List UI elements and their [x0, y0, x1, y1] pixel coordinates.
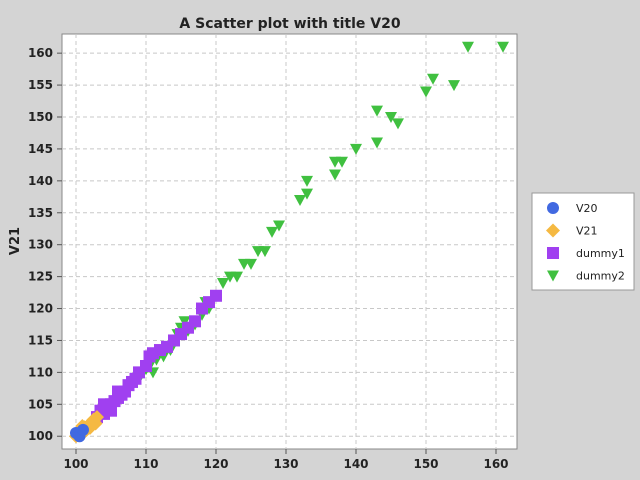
y-axis-ticks: 100 105 110 115 120 125 130 135 140 145 150 155 160 — [28, 46, 62, 443]
data-points — [69, 41, 509, 444]
legend-label-V21: V21 — [576, 225, 598, 238]
point-dummy2 — [273, 220, 285, 232]
y-tick-label: 135 — [28, 206, 53, 220]
y-tick-label: 110 — [28, 365, 53, 379]
point-dummy2 — [217, 278, 229, 289]
point-dummy1 — [140, 360, 152, 372]
legend-label-dummy2: dummy2 — [576, 270, 625, 283]
point-dummy2 — [301, 188, 313, 200]
legend-label-V20: V20 — [576, 202, 598, 215]
point-V21 — [90, 410, 104, 425]
x-axis-ticks: 100 110 120 130 140 150 160 — [63, 449, 509, 471]
x-tick-label: 160 — [483, 457, 508, 471]
legend-marker-dummy2 — [547, 270, 559, 282]
point-dummy2 — [301, 175, 313, 187]
y-tick-label: 120 — [28, 302, 53, 316]
x-tick-label: 120 — [203, 457, 228, 471]
point-dummy2 — [385, 112, 397, 123]
y-tick-label: 145 — [28, 142, 53, 156]
point-V20 — [77, 423, 89, 436]
x-tick-label: 140 — [343, 457, 368, 471]
legend-label-dummy1: dummy1 — [576, 247, 625, 260]
y-axis-label: V21 — [8, 227, 23, 255]
y-tick-label: 100 — [28, 429, 53, 443]
point-dummy2 — [294, 195, 306, 206]
point-dummy2 — [371, 137, 383, 149]
x-tick-label: 130 — [273, 457, 298, 471]
point-dummy1 — [210, 289, 222, 302]
point-dummy2 — [245, 258, 257, 270]
point-dummy1 — [189, 315, 201, 328]
point-dummy2 — [371, 105, 383, 117]
point-dummy2 — [497, 41, 509, 53]
point-dummy2 — [266, 226, 278, 238]
point-dummy2 — [392, 118, 404, 130]
y-tick-label: 160 — [28, 46, 53, 60]
y-tick-label: 155 — [28, 78, 53, 92]
point-dummy2 — [336, 156, 348, 168]
point-dummy1 — [98, 398, 110, 411]
grid-lines — [62, 34, 517, 449]
y-tick-label: 150 — [28, 110, 53, 124]
point-dummy1 — [112, 385, 124, 398]
y-tick-label: 125 — [28, 270, 53, 284]
y-tick-label: 140 — [28, 174, 53, 188]
y-tick-label: 130 — [28, 238, 53, 252]
y-tick-label: 115 — [28, 333, 53, 347]
point-dummy2 — [259, 246, 271, 258]
chart-title: A Scatter plot with title V20 — [179, 16, 400, 32]
point-dummy2 — [462, 41, 474, 53]
legend-marker-V20 — [547, 202, 559, 214]
x-tick-label: 110 — [133, 457, 158, 471]
legend-marker-V21 — [546, 223, 560, 238]
legend: V20 V21 dummy1 dummy2 — [531, 192, 635, 291]
x-tick-label: 100 — [63, 457, 88, 471]
point-dummy2 — [420, 86, 432, 98]
point-dummy2 — [427, 73, 439, 85]
y-tick-label: 105 — [28, 397, 53, 411]
point-dummy2 — [329, 169, 341, 181]
legend-marker-dummy1 — [547, 247, 559, 259]
point-dummy2 — [231, 271, 243, 283]
point-dummy2 — [448, 80, 460, 92]
point-dummy2 — [350, 143, 362, 155]
x-tick-label: 150 — [413, 457, 438, 471]
